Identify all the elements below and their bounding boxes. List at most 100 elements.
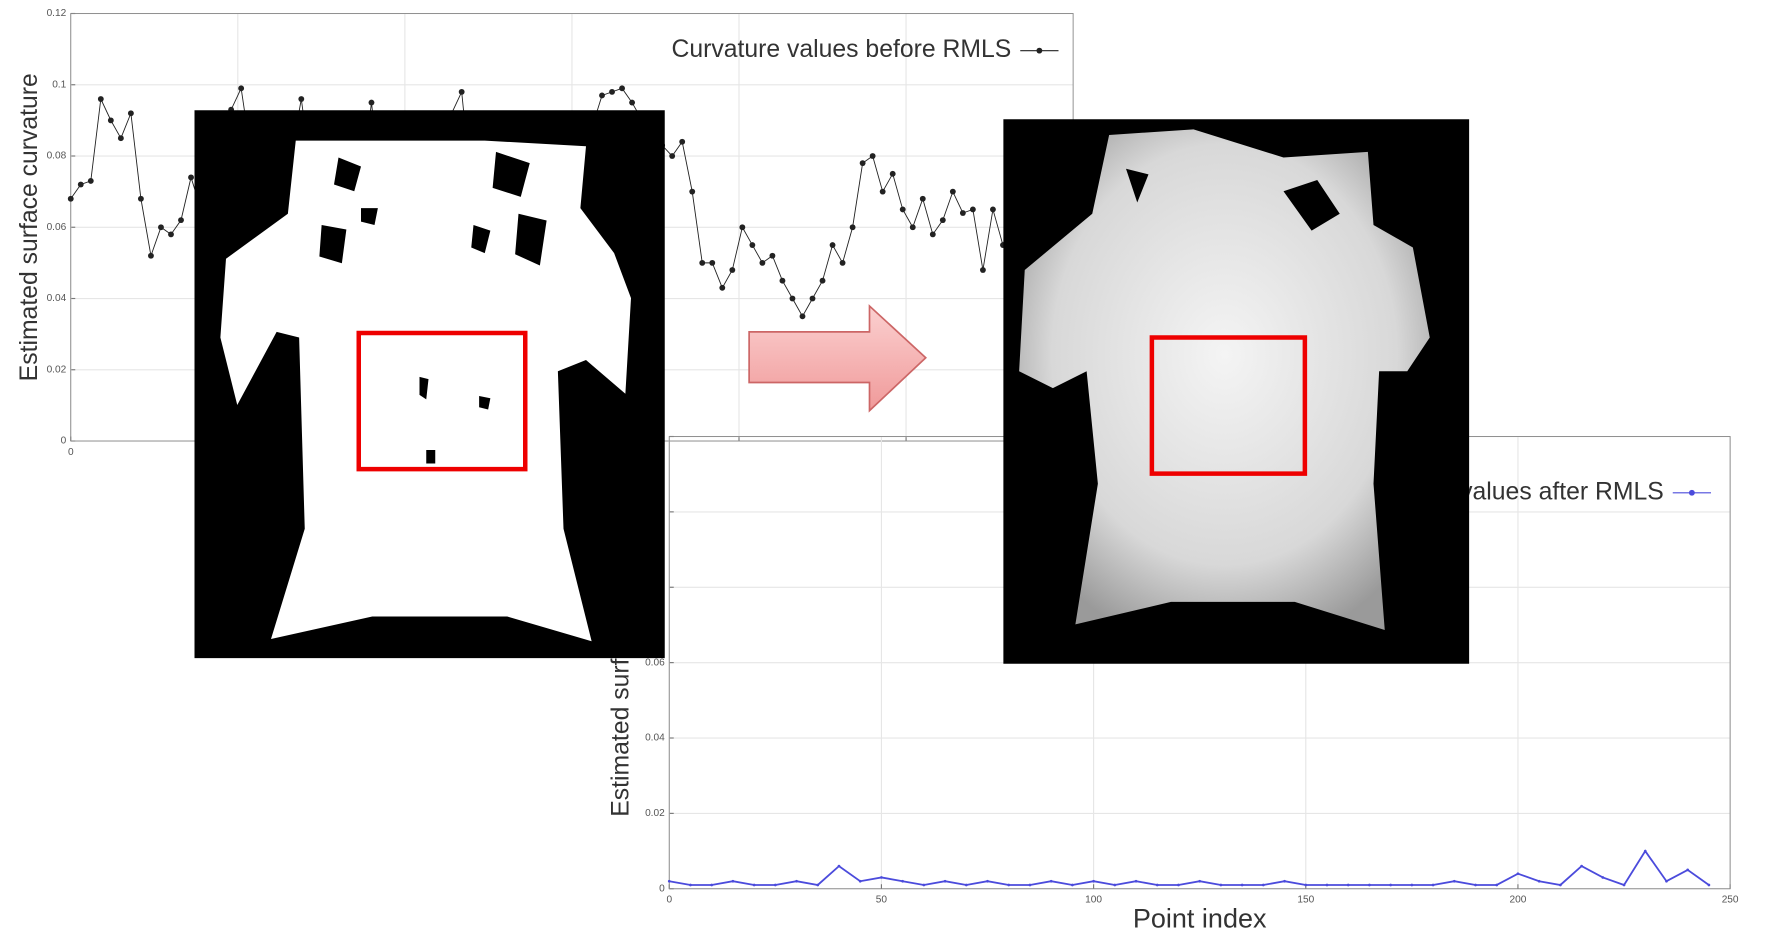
arrow: [748, 304, 927, 413]
x-tick-label: 50: [876, 895, 888, 906]
legend-marker: [1036, 47, 1043, 54]
x-tick-label: 200: [1510, 895, 1527, 906]
data-point: [1474, 883, 1477, 887]
data-point: [858, 879, 862, 883]
data-point: [769, 252, 776, 259]
data-point: [1368, 883, 1371, 887]
data-point: [1007, 883, 1011, 887]
data-point: [943, 879, 947, 883]
data-point: [816, 883, 820, 887]
data-point: [1240, 883, 1244, 887]
data-point: [458, 88, 465, 95]
data-point: [1537, 879, 1541, 883]
data-point: [148, 252, 154, 259]
data-point: [667, 879, 671, 883]
x-tick-label: 150: [1297, 895, 1314, 906]
data-point: [238, 85, 245, 92]
data-point: [739, 224, 746, 231]
y-tick-label: 0.1: [52, 79, 66, 90]
data-point: [1516, 872, 1520, 876]
data-point: [117, 135, 124, 142]
data-point: [1495, 883, 1499, 887]
data-point: [986, 879, 989, 883]
data-point: [127, 110, 134, 117]
data-point: [67, 195, 74, 202]
legend-marker: [1688, 489, 1695, 496]
y-tick-label: 0.02: [645, 808, 665, 819]
x-axis-label: Point index: [1133, 903, 1267, 933]
y-tick-label: 0.06: [47, 222, 67, 233]
data-point: [709, 259, 716, 266]
data-point: [1049, 879, 1053, 883]
data-point: [298, 96, 305, 102]
data-point: [1304, 883, 1308, 887]
data-point: [922, 883, 926, 887]
data-point: [1134, 879, 1138, 883]
x-tick-label: 250: [1722, 895, 1739, 906]
data-point: [629, 99, 636, 106]
data-point: [1601, 876, 1605, 879]
data-point: [1410, 883, 1414, 887]
data-point: [1177, 883, 1180, 887]
data-point: [889, 170, 896, 177]
x-tick-label: 0: [666, 895, 672, 906]
y-tick-label: 0: [61, 436, 67, 447]
y-axis-label: Estimated surface curvature: [16, 73, 43, 381]
data-point: [1452, 879, 1456, 883]
data-point: [773, 883, 777, 887]
y-tick-label: 0.02: [47, 364, 67, 375]
data-point: [929, 231, 936, 238]
data-point: [699, 259, 706, 266]
data-point: [869, 153, 876, 159]
data-point: [1028, 883, 1032, 887]
data-point: [679, 138, 686, 145]
data-point: [859, 160, 866, 167]
data-point: [1219, 883, 1223, 887]
data-point: [729, 267, 736, 273]
data-point: [1580, 864, 1583, 868]
mask-holes: [319, 151, 547, 464]
data-point: [188, 174, 194, 181]
data-point: [1283, 879, 1286, 883]
region-box: [356, 330, 528, 472]
data-point: [909, 224, 916, 231]
data-point: [1092, 879, 1095, 883]
data-point: [1665, 879, 1668, 883]
data-point: [710, 883, 714, 887]
y-tick-label: 0.12: [47, 8, 67, 19]
region-box: [1149, 335, 1308, 476]
y-tick-label: 0.04: [645, 733, 665, 744]
data-point: [1389, 883, 1392, 887]
data-point: [879, 188, 886, 195]
data-point: [137, 195, 144, 202]
data-point: [949, 188, 956, 195]
data-point: [168, 231, 174, 238]
data-point: [839, 259, 846, 266]
data-point: [837, 864, 841, 868]
data-point: [901, 879, 904, 883]
data-point: [979, 267, 986, 273]
data-point: [609, 88, 615, 95]
data-point: [1622, 883, 1626, 887]
data-point: [1155, 883, 1159, 887]
y-tick-label: 0.08: [47, 151, 67, 162]
data-point: [1325, 883, 1329, 887]
legend-label: Curvature values before RMLS: [671, 36, 1011, 63]
data-point: [1346, 883, 1350, 887]
data-point: [1643, 849, 1647, 853]
data-point: [990, 206, 996, 213]
surface-torso: [1019, 129, 1430, 630]
data-point: [819, 277, 826, 284]
data-point: [749, 242, 756, 248]
data-point: [752, 883, 756, 887]
data-point: [719, 284, 726, 291]
y-tick-label: 0: [659, 883, 665, 894]
overlay: [194, 110, 1470, 664]
data-point: [1707, 883, 1711, 887]
data-point: [789, 295, 796, 302]
data-point: [158, 224, 164, 231]
data-point: [759, 259, 766, 266]
data-point: [779, 277, 786, 284]
data-point: [689, 188, 696, 195]
data-point: [809, 295, 816, 302]
